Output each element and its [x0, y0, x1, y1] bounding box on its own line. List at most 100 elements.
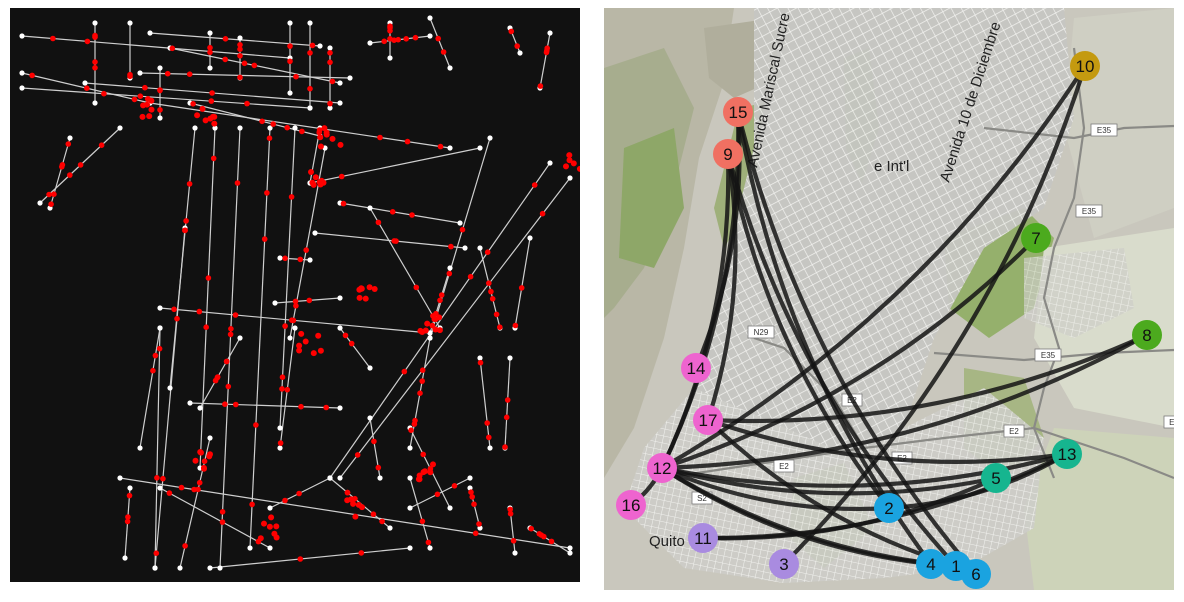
network-node — [117, 125, 123, 131]
route-line — [659, 465, 892, 512]
route-line — [705, 417, 959, 569]
route-line — [659, 63, 1088, 471]
highlighted-node — [412, 34, 419, 41]
highlighted-node — [508, 28, 515, 35]
highlighted-node — [249, 501, 255, 508]
highlighted-node — [244, 100, 250, 107]
network-node — [367, 415, 373, 421]
highlighted-node — [424, 320, 431, 327]
network-node — [272, 300, 278, 306]
stop-marker-15[interactable]: 15 — [723, 97, 753, 127]
highlighted-node — [201, 458, 208, 465]
highlighted-node — [154, 475, 160, 481]
stop-label: 9 — [723, 145, 732, 164]
road-shield — [1090, 123, 1118, 137]
highlighted-node — [430, 461, 436, 468]
network-node — [407, 445, 413, 451]
highlighted-node — [467, 273, 474, 280]
highlighted-node — [316, 129, 323, 136]
highlighted-node — [223, 358, 230, 365]
highlighted-node — [307, 85, 313, 92]
highlighted-node — [327, 50, 333, 56]
road-shield — [1034, 348, 1062, 362]
highlighted-node — [298, 330, 305, 337]
stop-marker-9[interactable]: 9 — [713, 139, 743, 169]
highlighted-node — [486, 280, 492, 287]
stop-marker-11[interactable]: 11 — [688, 523, 718, 553]
network-node — [267, 125, 273, 131]
route-line — [781, 63, 1088, 567]
highlighted-node — [101, 90, 107, 97]
highlighted-node — [183, 218, 189, 224]
network-node — [427, 330, 433, 336]
highlighted-node — [297, 256, 304, 263]
highlighted-node — [348, 496, 355, 503]
stop-circle — [1021, 223, 1051, 253]
stop-marker-17[interactable]: 17 — [693, 405, 723, 435]
stop-marker-4[interactable]: 4 — [916, 549, 946, 579]
highlighted-node — [198, 449, 204, 456]
network-node — [37, 200, 43, 206]
highlighted-node — [287, 58, 293, 65]
highlighted-node — [362, 295, 369, 302]
highlighted-node — [207, 44, 213, 51]
stop-marker-14[interactable]: 14 — [681, 353, 711, 383]
highlighted-node — [142, 84, 148, 91]
highlighted-node — [566, 157, 573, 164]
stop-label: 10 — [1076, 57, 1095, 76]
network-node — [487, 445, 493, 451]
network-node — [467, 485, 473, 491]
stop-marker-10[interactable]: 10 — [1070, 51, 1100, 81]
highlighted-node — [389, 209, 396, 215]
stop-circle — [1052, 439, 1082, 469]
highlighted-node — [287, 43, 293, 49]
network-node — [277, 445, 283, 451]
highlighted-node — [222, 36, 229, 42]
network-node — [367, 365, 373, 371]
network-node — [157, 325, 163, 331]
stop-marker-2[interactable]: 2 — [874, 493, 904, 523]
road-shield-label: E35 — [1041, 351, 1056, 360]
highlighted-node — [317, 134, 324, 141]
stop-marker-13[interactable]: 13 — [1052, 439, 1082, 469]
highlighted-node — [420, 451, 427, 458]
highlighted-node — [518, 285, 525, 291]
highlighted-node — [570, 160, 577, 167]
network-edges — [21, 17, 571, 569]
network-node — [19, 85, 25, 91]
highlighted-node — [476, 521, 482, 527]
highlighted-node — [196, 479, 203, 486]
network-node — [207, 30, 213, 36]
network-edge — [154, 227, 186, 569]
highlighted-node — [486, 434, 492, 441]
stop-circle — [723, 97, 753, 127]
stop-marker-6[interactable]: 6 — [961, 559, 991, 589]
network-node — [287, 90, 293, 96]
network-node — [547, 160, 553, 166]
stop-circle — [616, 490, 646, 520]
highlighted-node — [289, 317, 295, 324]
highlighted-node — [531, 182, 538, 188]
network-node — [377, 475, 383, 481]
highlighted-node — [484, 420, 491, 426]
road-network-panel — [10, 8, 580, 582]
stop-marker-7[interactable]: 7 — [1021, 223, 1051, 253]
highlighted-node — [317, 143, 324, 150]
highlighted-node — [191, 486, 197, 493]
highlighted-node — [315, 332, 322, 339]
road-shield-label: E35 — [1082, 207, 1097, 216]
stop-marker-16[interactable]: 16 — [616, 490, 646, 520]
stop-marker-12[interactable]: 12 — [647, 453, 677, 483]
network-node — [267, 545, 273, 551]
highlighted-node — [282, 323, 288, 329]
highlighted-node — [415, 476, 422, 483]
network-node — [247, 545, 253, 551]
highlighted-node — [124, 518, 131, 525]
route-line — [705, 417, 1070, 465]
stop-marker-8[interactable]: 8 — [1132, 320, 1162, 350]
stop-marker-5[interactable]: 5 — [981, 463, 1011, 493]
highlighted-node — [137, 93, 144, 99]
stop-marker-3[interactable]: 3 — [769, 549, 799, 579]
road-shield — [747, 325, 775, 339]
network-node — [307, 105, 313, 111]
